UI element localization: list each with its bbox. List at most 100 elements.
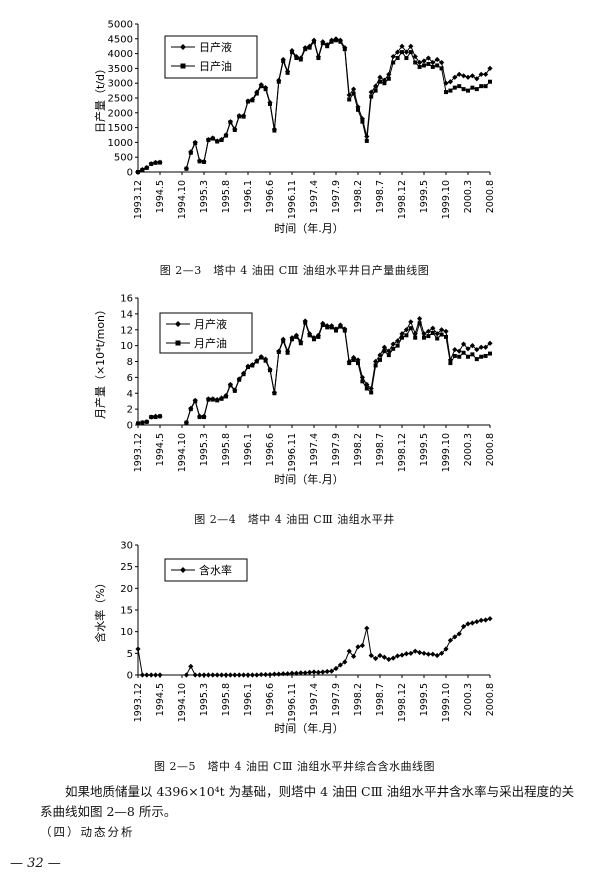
data-point-diamond <box>329 668 335 674</box>
legend-label: 月产油 <box>194 336 227 350</box>
data-point-diamond <box>487 616 493 622</box>
y-tick-label: 3500 <box>108 64 133 75</box>
data-point-diamond <box>395 338 401 344</box>
data-point-square <box>298 57 303 62</box>
data-point-square <box>488 79 492 84</box>
data-point-diamond <box>205 672 211 678</box>
data-point-diamond <box>368 89 374 95</box>
data-point-square <box>338 39 343 44</box>
data-point-square <box>430 64 435 69</box>
data-point-square <box>294 334 299 339</box>
data-point-diamond <box>333 665 339 672</box>
y-tick-label: 1000 <box>108 138 133 149</box>
x-tick-label: 1998.12 <box>397 683 408 722</box>
data-point-diamond <box>439 327 445 333</box>
data-point-square <box>373 363 378 368</box>
data-point-diamond <box>478 617 484 623</box>
data-point-square <box>470 85 475 90</box>
y-tick-label: 4000 <box>108 49 133 60</box>
legend-label: 日产液 <box>199 40 232 54</box>
x-tick-label: 1995.3 <box>199 433 210 466</box>
x-tick-label: 1998.12 <box>397 433 408 472</box>
data-point-square <box>439 66 444 71</box>
x-tick-label: 1998.2 <box>353 180 364 213</box>
data-point-square <box>347 361 352 366</box>
data-point-square <box>307 45 312 50</box>
data-point-diamond <box>373 655 379 662</box>
data-point-square <box>241 114 246 119</box>
data-point-diamond <box>139 672 145 678</box>
data-point-diamond <box>461 623 467 630</box>
data-point-square <box>386 76 391 81</box>
data-point-square <box>400 335 404 340</box>
data-point-square <box>285 350 290 355</box>
data-point-square <box>136 421 140 426</box>
data-point-square <box>404 56 409 61</box>
y-tick-label: 2 <box>127 405 133 416</box>
figure-2-3-caption: 图 2—3 塔中 4 油田 CⅢ 油组水平井日产量曲线图 <box>159 264 430 277</box>
data-point-diamond <box>412 648 418 654</box>
data-point-diamond <box>421 58 427 64</box>
x-tick-label: 1998.7 <box>375 180 386 213</box>
data-point-diamond <box>223 672 229 678</box>
data-point-diamond <box>447 637 453 643</box>
data-point-square <box>448 88 453 93</box>
data-point-diamond <box>421 650 427 656</box>
data-point-square <box>312 337 316 342</box>
data-point-square <box>470 352 475 357</box>
data-point-square <box>206 138 211 143</box>
water-cut-chart-svg: 0 5 10 15 20 25 30 1993.12 1994.5 1994.10 1995.3 19… <box>93 541 496 736</box>
section-heading: （四）动态分析 <box>40 825 135 839</box>
x-tick-label: 1996.11 <box>287 683 298 722</box>
data-point-square <box>364 386 369 391</box>
x-tick-label: 1995.8 <box>221 433 232 466</box>
data-point-diamond <box>386 71 392 77</box>
figure-2-3-chart: 0 500 1000 1500 2000 2500 3000 3500 4000 4500 5000… <box>0 10 589 260</box>
data-point-square <box>188 407 193 412</box>
data-point-square <box>276 349 281 354</box>
data-point-square <box>452 353 457 358</box>
data-point-diamond <box>417 649 423 656</box>
data-point-square <box>215 139 220 144</box>
data-point-square <box>488 351 492 356</box>
data-point-square <box>136 170 140 174</box>
data-point-square <box>404 333 409 338</box>
data-point-square <box>268 368 272 373</box>
data-point-diamond <box>483 71 489 77</box>
x-tick-label: 1994.10 <box>177 433 188 472</box>
data-point-diamond <box>276 671 282 677</box>
data-point-square <box>373 88 378 93</box>
y-tick-label: 25 <box>120 562 133 573</box>
y-tick-label: 0 <box>127 168 133 179</box>
y-tick-label: 16 <box>120 294 133 305</box>
legend-marker-diamond <box>175 321 181 327</box>
data-point-square <box>237 377 242 382</box>
data-point-square <box>342 328 347 333</box>
x-tick-label: 1999.10 <box>441 433 452 472</box>
data-point-diamond <box>267 671 273 678</box>
data-point-square <box>285 70 290 75</box>
data-point-square <box>413 335 418 340</box>
data-point-diamond <box>359 116 365 122</box>
data-point-square <box>417 64 422 69</box>
data-point-square <box>184 166 189 171</box>
data-point-square <box>272 128 277 133</box>
data-point-square <box>290 337 294 342</box>
x-tick-label: 1996.6 <box>265 433 276 466</box>
data-point-diamond <box>355 644 361 650</box>
data-point-square <box>215 398 220 403</box>
data-point-square <box>263 358 268 363</box>
data-point-diamond <box>197 672 203 678</box>
x-tick-label: 1993.12 <box>133 683 144 722</box>
y-tick-label: 6 <box>127 373 133 384</box>
data-point-square <box>210 136 215 141</box>
data-point-square <box>426 334 431 339</box>
data-point-diamond <box>377 74 383 80</box>
data-point-square <box>263 87 268 92</box>
x-tick-label: 1994.5 <box>155 683 166 716</box>
data-point-diamond <box>289 670 295 676</box>
data-point-square <box>356 107 360 112</box>
data-point-square <box>224 394 228 399</box>
x-tick-label: 2000.3 <box>463 683 474 716</box>
data-point-square <box>316 56 321 61</box>
